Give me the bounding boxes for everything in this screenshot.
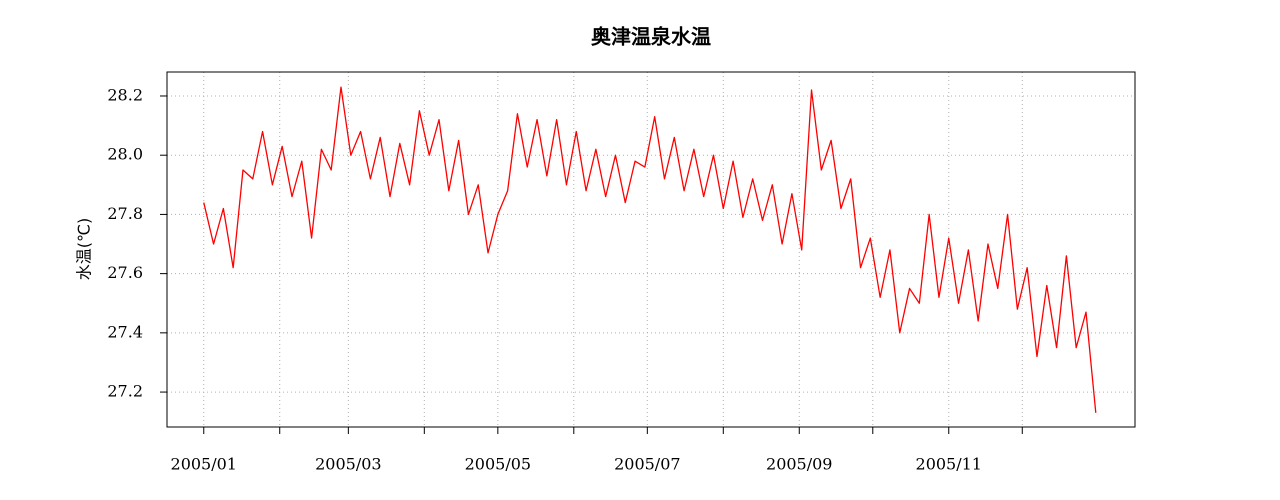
chart-title: 奥津温泉水温 (591, 25, 711, 49)
x-tick-label: 2005/07 (614, 455, 680, 474)
y-tick-label: 28.0 (107, 145, 143, 164)
x-tick-label: 2005/05 (465, 455, 531, 474)
x-tick-label: 2005/11 (916, 455, 982, 474)
x-tick-label: 2005/09 (766, 455, 832, 474)
y-tick-label: 27.4 (107, 322, 143, 341)
x-tick-label: 2005/01 (171, 455, 237, 474)
x-tick-label: 2005/03 (315, 455, 381, 474)
y-tick-label: 27.2 (107, 382, 143, 401)
y-tick-label: 28.2 (107, 85, 143, 104)
y-tick-label: 27.6 (107, 263, 143, 282)
plot-frame (166, 71, 1136, 428)
y-tick-label: 27.8 (107, 204, 143, 223)
data-line (203, 86, 1097, 413)
y-axis-label: 水温(℃) (75, 218, 94, 280)
